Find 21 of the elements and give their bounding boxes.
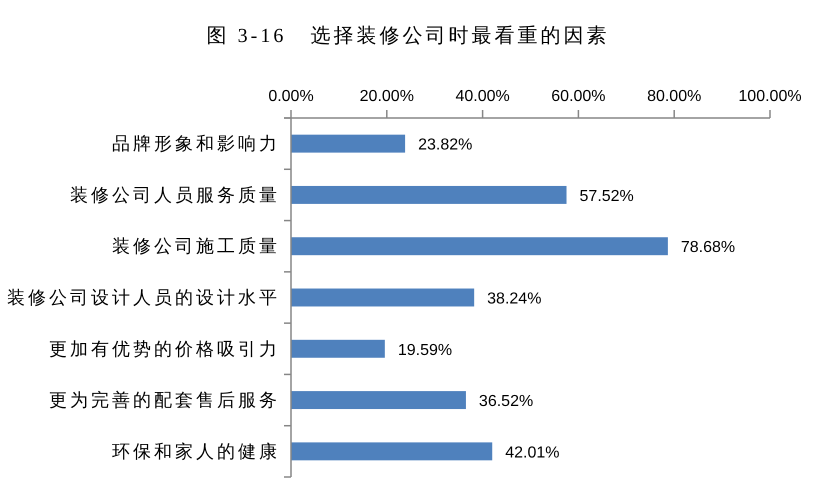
y-tick-label: 环保和家人的健康 bbox=[112, 441, 280, 462]
y-tick-label: 装修公司人员服务质量 bbox=[70, 184, 280, 205]
x-tick-label: 100.00% bbox=[738, 88, 802, 105]
y-tick-label: 装修公司设计人员的设计水平 bbox=[7, 288, 280, 308]
data-label: 57.52% bbox=[580, 188, 634, 205]
y-tick-label: 品牌形象和影响力 bbox=[112, 134, 280, 154]
y-tick-label: 更加有优势的价格吸引力 bbox=[49, 338, 280, 359]
y-tick-label: 更为完善的配套售后服务 bbox=[49, 390, 280, 410]
y-tick-label: 装修公司施工质量 bbox=[112, 236, 280, 256]
data-label: 36.52% bbox=[478, 393, 534, 410]
data-label: 23.82% bbox=[418, 136, 472, 154]
data-label: 78.68% bbox=[680, 239, 736, 256]
x-tick-label: 0.00% bbox=[268, 88, 314, 105]
data-label: 19.59% bbox=[398, 342, 452, 359]
x-tick-label: 40.00% bbox=[455, 88, 510, 105]
title: 图 3-16 选择装修公司时最看重的因素 bbox=[206, 25, 610, 47]
x-tick-label: 20.00% bbox=[360, 88, 414, 105]
x-tick-label: 80.00% bbox=[647, 88, 702, 105]
data-label: 38.24% bbox=[487, 290, 542, 308]
x-tick-label: 60.00% bbox=[551, 88, 606, 105]
data-label: 42.01% bbox=[505, 444, 560, 462]
